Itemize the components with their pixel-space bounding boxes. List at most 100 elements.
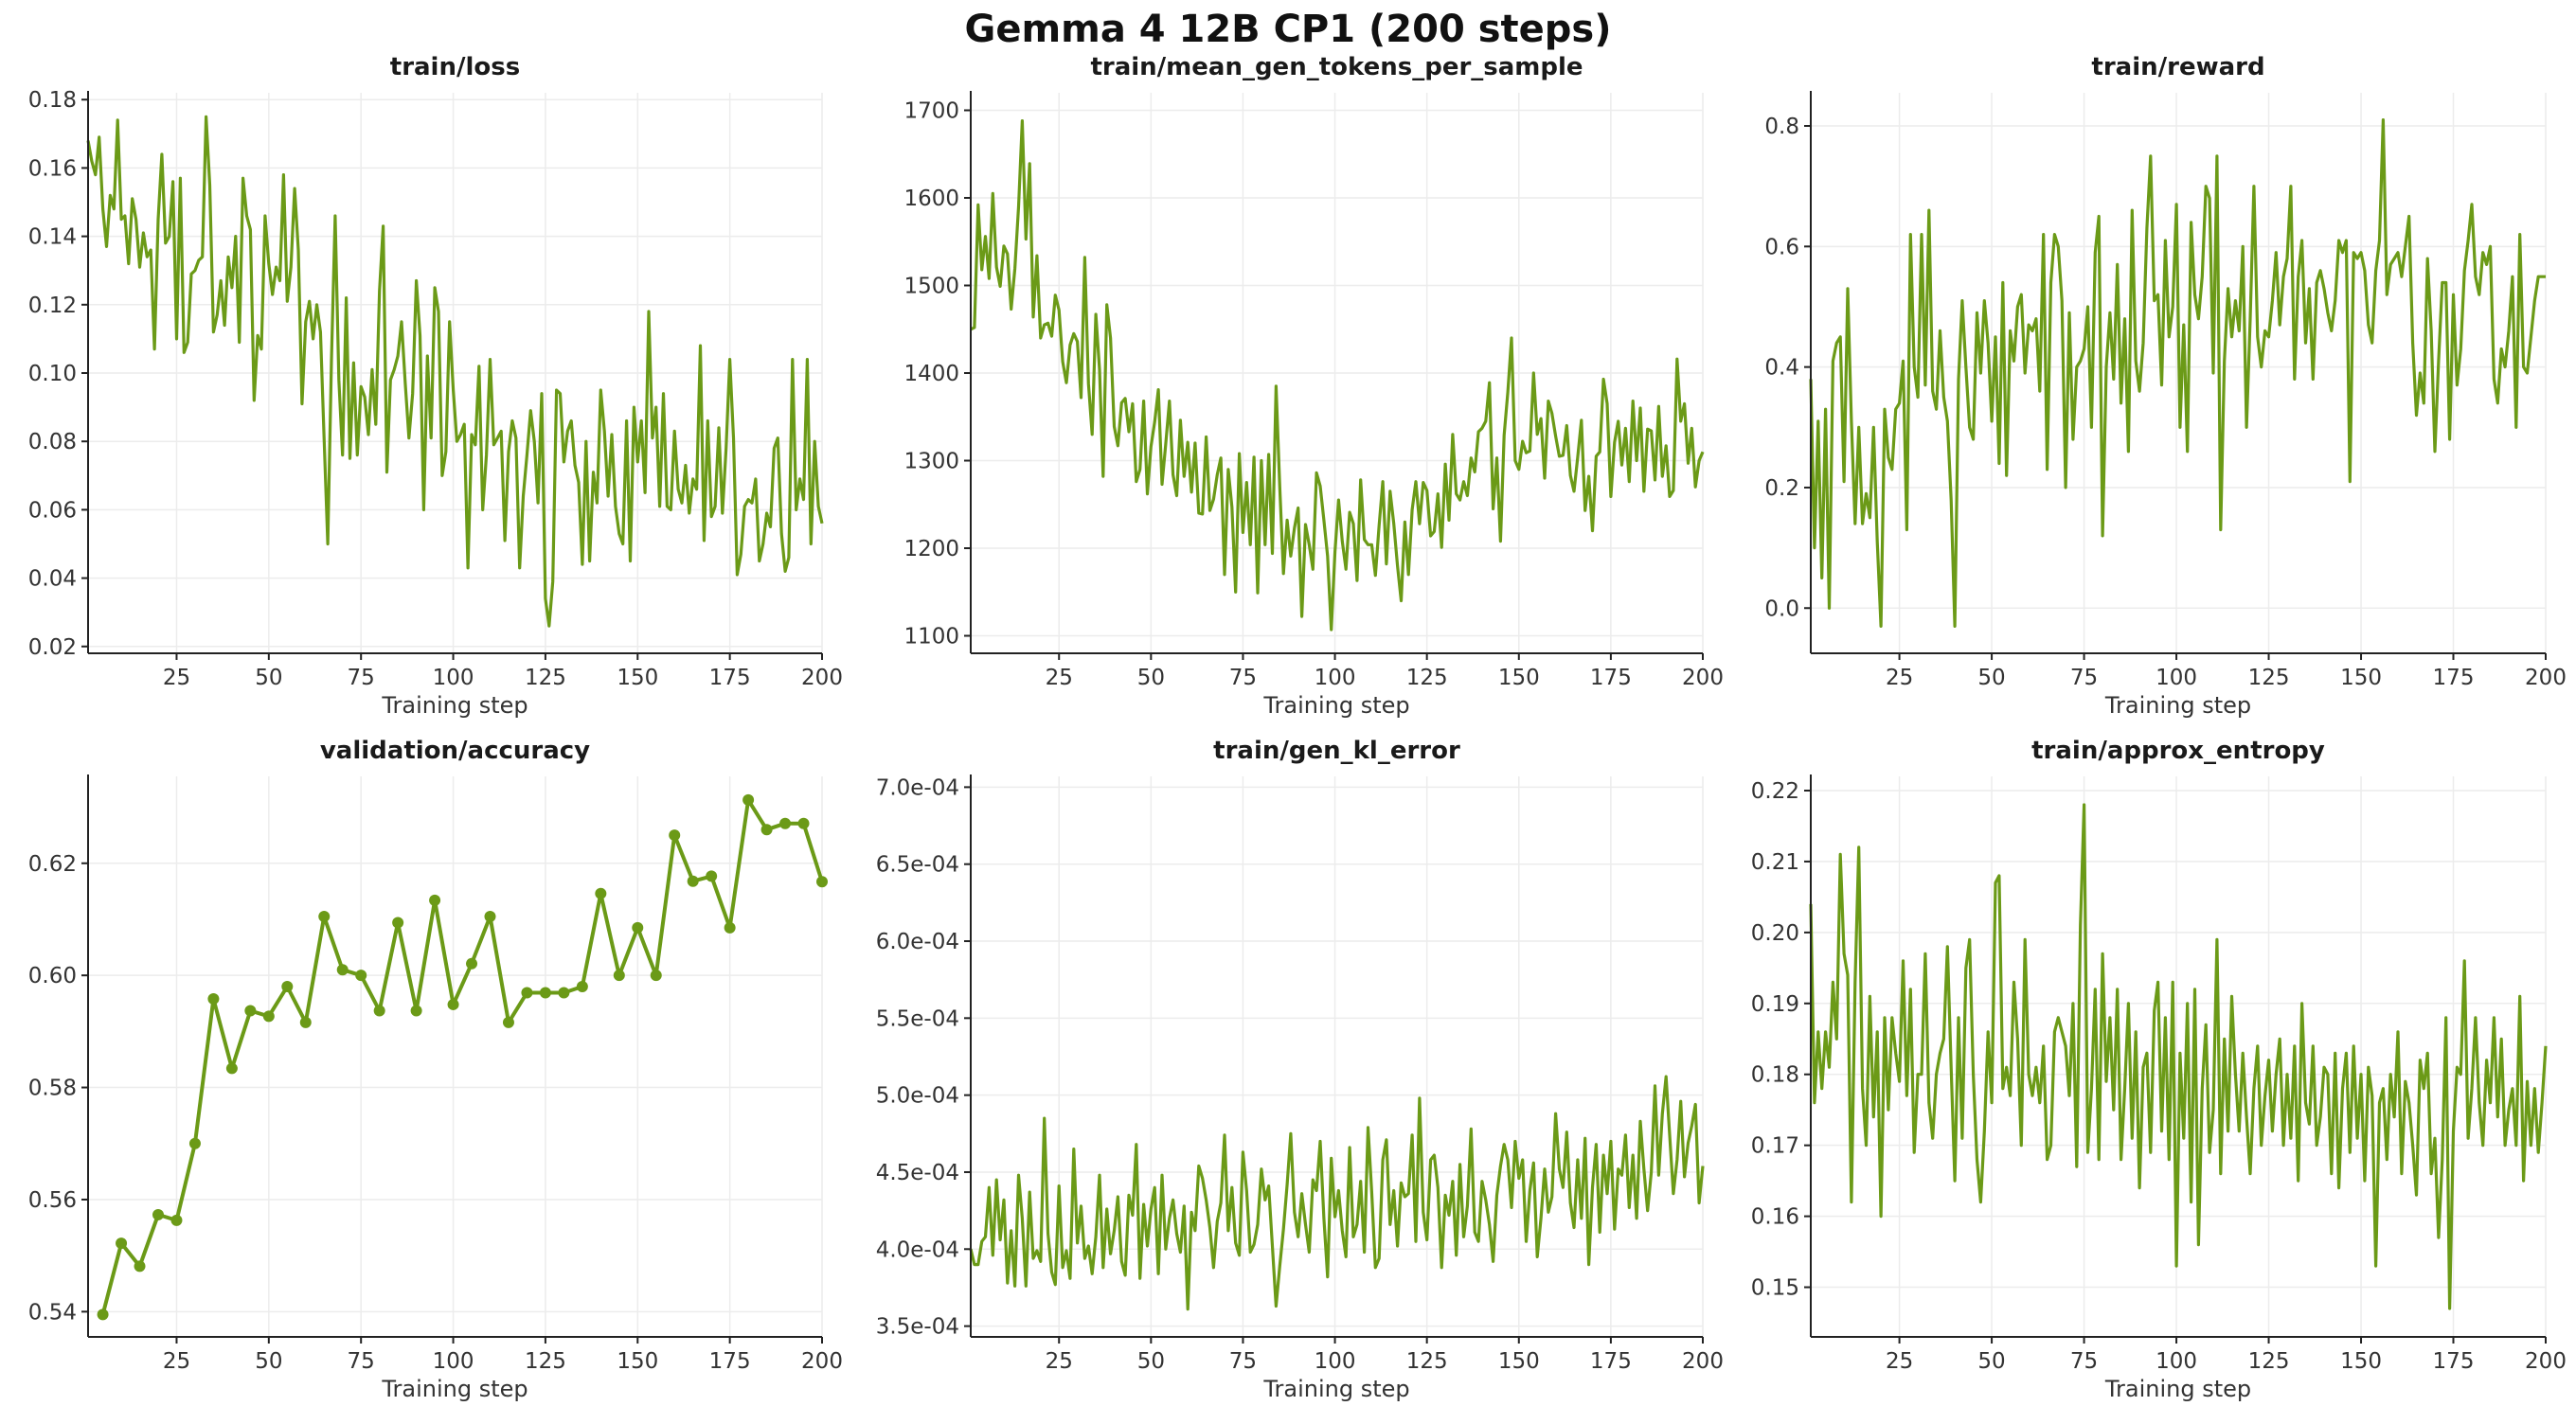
x-tick-label: 50 [255, 666, 282, 690]
x-tick-label: 50 [1977, 666, 2005, 690]
x-tick-label: 100 [1315, 1349, 1356, 1374]
chart-title: train/mean_gen_tokens_per_sample [1090, 53, 1583, 81]
x-tick-label: 125 [525, 1349, 566, 1374]
y-tick-label: 0.60 [28, 964, 77, 988]
chart-panel-5: 25 50 75 100 125 150 175 200 3.5e-04 4.0e-04 4.5e-… [876, 737, 1724, 1402]
data-point [576, 981, 588, 992]
chart-title: train/gen_kl_error [1213, 737, 1460, 765]
x-tick-label: 75 [348, 666, 375, 690]
y-tick-label: 0.18 [1751, 1063, 1799, 1088]
y-tick-label: 0.21 [1751, 850, 1799, 875]
data-point [502, 1016, 514, 1028]
data-point [724, 921, 736, 934]
x-tick-label: 200 [1682, 666, 1724, 690]
data-point [244, 1005, 257, 1017]
chart-title: train/reward [2091, 53, 2264, 81]
chart-panel-6: 25 50 75 100 125 150 175 200 0.15 0.16 0.17 0.18 0.1… [1751, 737, 2567, 1402]
x-tick-label: 25 [163, 666, 190, 690]
x-tick-label: 175 [1590, 1349, 1632, 1374]
data-point [429, 894, 441, 906]
y-tick-label: 0.56 [28, 1188, 77, 1213]
x-tick-label: 100 [2156, 666, 2197, 690]
data-point [97, 1308, 109, 1321]
y-tick-label: 0.18 [28, 88, 77, 113]
y-tick-label: 0.04 [28, 567, 77, 592]
y-tick-label: 0.15 [1751, 1276, 1799, 1301]
series-line [100, 797, 824, 1315]
series-line [86, 115, 824, 628]
y-tick-label: 1200 [903, 537, 959, 561]
y-tick-label: 5.0e-04 [876, 1084, 959, 1109]
y-tick-label: 0.6 [1764, 235, 1799, 259]
x-tick-label: 125 [1406, 1349, 1448, 1374]
x-tick-label: 100 [433, 1349, 474, 1374]
x-tick-label: 150 [2340, 666, 2382, 690]
y-tick-label: 4.5e-04 [876, 1161, 959, 1185]
data-point [632, 921, 644, 934]
series-line [1809, 117, 2546, 629]
x-tick-label: 75 [1229, 1349, 1257, 1374]
data-point [779, 817, 792, 829]
x-tick-label: 150 [617, 1349, 658, 1374]
y-tick-label: 5.5e-04 [876, 1006, 959, 1031]
x-tick-label: 75 [348, 1349, 375, 1374]
y-tick-label: 0.08 [28, 430, 77, 454]
x-tick-label: 200 [2525, 666, 2567, 690]
y-tick-label: 0.0 [1764, 596, 1799, 621]
data-point [760, 824, 773, 836]
data-point [484, 911, 496, 922]
y-tick-label: 0.16 [28, 156, 77, 181]
y-tick-label: 4.0e-04 [876, 1237, 959, 1262]
x-tick-label: 200 [2525, 1349, 2567, 1374]
chart-title: train/approx_entropy [2031, 737, 2325, 765]
y-tick-label: 1400 [903, 362, 959, 386]
data-point [207, 993, 220, 1006]
data-point [262, 1010, 275, 1023]
data-point [539, 987, 551, 999]
x-tick-label: 50 [1137, 1349, 1165, 1374]
x-tick-label: 125 [2248, 1349, 2290, 1374]
x-tick-label: 100 [2156, 1349, 2197, 1374]
data-point [687, 875, 699, 887]
x-tick-label: 25 [1046, 666, 1073, 690]
x-tick-label: 200 [801, 666, 843, 690]
x-tick-label: 100 [433, 666, 474, 690]
x-axis-label: Training step [1262, 1376, 1409, 1402]
chart-panel-1: 25 50 75 100 125 150 175 200 0.02 0.04 0.06 0.08 0.1… [28, 53, 843, 719]
data-point [521, 987, 533, 999]
x-tick-label: 175 [709, 1349, 751, 1374]
y-tick-label: 1600 [903, 187, 959, 211]
data-point [447, 998, 459, 1010]
x-tick-label: 50 [1977, 1349, 2005, 1374]
series-line [970, 118, 1705, 632]
data-point [392, 917, 404, 929]
x-tick-label: 50 [255, 1349, 282, 1374]
y-tick-label: 0.22 [1751, 779, 1799, 804]
y-tick-label: 1500 [903, 275, 959, 299]
y-tick-label: 0.2 [1764, 476, 1799, 501]
chart-panel-2: 25 50 75 100 125 150 175 200 1100 1200 1300 1400 150… [903, 53, 1724, 719]
x-tick-label: 25 [1886, 1349, 1913, 1374]
data-point [797, 817, 810, 829]
chart-panel-4: 25 50 75 100 125 150 175 200 0.54 0.56 0.58 0.60 0.6… [28, 737, 843, 1402]
x-axis-label: Training step [381, 692, 528, 719]
x-tick-label: 125 [525, 666, 566, 690]
x-axis-label: Training step [2104, 1376, 2251, 1402]
x-tick-label: 150 [617, 666, 658, 690]
y-tick-label: 0.20 [1751, 921, 1799, 946]
y-tick-label: 0.10 [28, 362, 77, 386]
data-point [318, 911, 331, 922]
x-tick-label: 25 [163, 1349, 190, 1374]
x-tick-label: 150 [2340, 1349, 2382, 1374]
y-tick-label: 0.02 [28, 635, 77, 660]
y-tick-label: 3.5e-04 [876, 1315, 959, 1340]
data-point [650, 970, 662, 982]
x-axis-label: Training step [381, 1376, 528, 1402]
y-tick-label: 0.62 [28, 852, 77, 877]
y-tick-label: 0.19 [1751, 992, 1799, 1017]
y-tick-label: 1100 [903, 625, 959, 650]
y-tick-label: 0.58 [28, 1077, 77, 1101]
y-tick-label: 0.54 [28, 1300, 77, 1325]
series-line [1809, 803, 2548, 1310]
